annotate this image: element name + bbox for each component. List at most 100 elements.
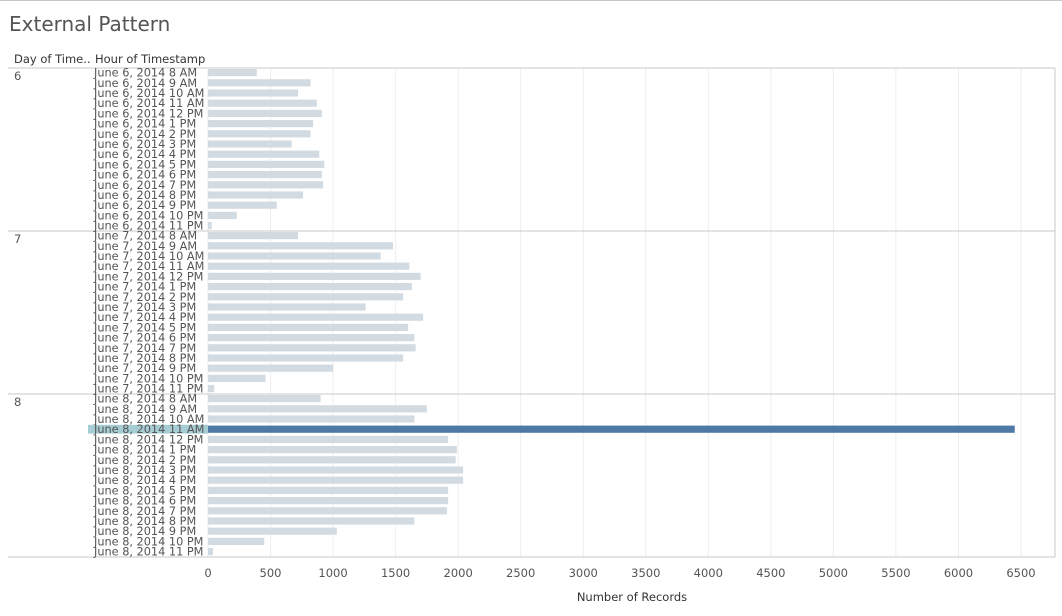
row-label[interactable]: June 8, 2014 5 PM <box>93 484 196 497</box>
row-label[interactable]: June 6, 2014 7 PM <box>93 179 196 192</box>
row-label[interactable]: June 7, 2014 11 AM <box>93 260 204 273</box>
bar[interactable] <box>208 476 464 484</box>
row-label[interactable]: June 7, 2014 6 PM <box>93 332 196 345</box>
bar[interactable] <box>208 486 449 494</box>
row-label[interactable]: June 8, 2014 11 AM <box>93 423 204 436</box>
row-label[interactable]: June 8, 2014 8 PM <box>93 515 196 528</box>
bar[interactable] <box>208 354 404 362</box>
bar[interactable] <box>208 191 304 199</box>
bar[interactable] <box>208 466 464 474</box>
row-label[interactable]: June 6, 2014 5 PM <box>93 158 196 171</box>
row-label[interactable]: June 6, 2014 8 PM <box>93 189 196 202</box>
row-label[interactable]: June 8, 2014 1 PM <box>93 444 196 457</box>
row-label[interactable]: June 6, 2014 4 PM <box>93 148 196 161</box>
row-label[interactable]: June 7, 2014 10 AM <box>93 250 204 263</box>
bar[interactable] <box>208 313 424 321</box>
bar[interactable] <box>208 456 456 464</box>
bar[interactable] <box>208 79 311 87</box>
row-label[interactable]: June 7, 2014 7 PM <box>93 342 196 355</box>
bar[interactable] <box>208 344 416 352</box>
bar[interactable] <box>208 283 412 291</box>
row-label[interactable]: June 8, 2014 9 AM <box>93 403 197 416</box>
bar[interactable] <box>208 171 322 179</box>
bar-highlighted[interactable] <box>208 425 1015 433</box>
bar[interactable] <box>208 99 317 107</box>
bar[interactable] <box>208 120 314 128</box>
row-label[interactable]: June 7, 2014 10 PM <box>93 372 203 385</box>
bar[interactable] <box>208 109 322 117</box>
bar[interactable] <box>208 69 257 77</box>
row-label[interactable]: June 8, 2014 8 AM <box>93 393 197 406</box>
bar[interactable] <box>208 89 299 97</box>
bar[interactable] <box>208 497 449 505</box>
bar[interactable] <box>208 211 237 219</box>
bar[interactable] <box>208 232 299 240</box>
bar[interactable] <box>208 272 421 280</box>
bar[interactable] <box>208 293 404 301</box>
bar[interactable] <box>208 140 292 148</box>
row-label[interactable]: June 6, 2014 10 AM <box>93 87 204 100</box>
row-label[interactable]: June 6, 2014 11 PM <box>93 220 203 233</box>
row-label[interactable]: June 7, 2014 8 PM <box>93 352 196 365</box>
bar[interactable] <box>208 385 215 393</box>
bar[interactable] <box>208 242 394 250</box>
row-label[interactable]: June 8, 2014 2 PM <box>93 454 196 467</box>
row-label[interactable]: June 8, 2014 10 AM <box>93 413 204 426</box>
row-label[interactable]: June 6, 2014 9 AM <box>93 77 197 90</box>
bar[interactable] <box>208 374 266 382</box>
bar[interactable] <box>208 150 320 158</box>
row-label[interactable]: June 8, 2014 7 PM <box>93 505 196 518</box>
row-label[interactable]: June 8, 2014 3 PM <box>93 464 196 477</box>
row-label[interactable]: June 6, 2014 6 PM <box>93 169 196 182</box>
bar[interactable] <box>208 262 410 270</box>
bar[interactable] <box>208 507 447 515</box>
bar[interactable] <box>208 517 415 525</box>
row-label[interactable]: June 6, 2014 12 PM <box>93 107 203 120</box>
row-label[interactable]: June 8, 2014 4 PM <box>93 474 196 487</box>
bar[interactable] <box>208 130 311 138</box>
bar[interactable] <box>208 548 214 556</box>
row-label[interactable]: June 8, 2014 9 PM <box>93 525 196 538</box>
row-label[interactable]: June 7, 2014 4 PM <box>93 311 196 324</box>
bar[interactable] <box>208 537 265 545</box>
bar[interactable] <box>208 252 381 260</box>
row-label[interactable]: June 7, 2014 8 AM <box>93 230 197 243</box>
bar[interactable] <box>208 435 449 443</box>
bar[interactable] <box>208 395 321 403</box>
row-label[interactable]: June 6, 2014 9 PM <box>93 199 196 212</box>
hour-column-header[interactable]: Hour of Timestamp <box>95 52 206 66</box>
row-label[interactable]: June 6, 2014 1 PM <box>93 118 196 131</box>
row-label[interactable]: June 7, 2014 2 PM <box>93 291 196 304</box>
bar[interactable] <box>208 303 366 311</box>
day-label[interactable]: 8 <box>14 395 21 409</box>
row-label[interactable]: June 8, 2014 6 PM <box>93 495 196 508</box>
bar[interactable] <box>208 334 415 342</box>
row-label[interactable]: June 8, 2014 12 PM <box>93 433 203 446</box>
row-label[interactable]: June 6, 2014 2 PM <box>93 128 196 141</box>
day-column-header[interactable]: Day of Time.. <box>14 52 91 66</box>
bar[interactable] <box>208 446 457 454</box>
row-label[interactable]: June 7, 2014 11 PM <box>93 383 203 396</box>
row-label[interactable]: June 6, 2014 10 PM <box>93 209 203 222</box>
bar[interactable] <box>208 160 325 168</box>
row-label[interactable]: June 7, 2014 9 PM <box>93 362 196 375</box>
row-label[interactable]: June 6, 2014 8 AM <box>93 67 197 80</box>
day-label[interactable]: 6 <box>14 69 21 83</box>
bar[interactable] <box>208 527 337 535</box>
row-label[interactable]: June 6, 2014 11 AM <box>93 97 204 110</box>
row-label[interactable]: June 8, 2014 10 PM <box>93 535 203 548</box>
bar[interactable] <box>208 181 324 189</box>
row-label[interactable]: June 7, 2014 9 AM <box>93 240 197 253</box>
bar[interactable] <box>208 405 427 413</box>
bar[interactable] <box>208 323 409 331</box>
bar[interactable] <box>208 222 212 230</box>
row-label[interactable]: June 6, 2014 3 PM <box>93 138 196 151</box>
row-label[interactable]: June 7, 2014 5 PM <box>93 321 196 334</box>
bar[interactable] <box>208 201 277 209</box>
row-label[interactable]: June 7, 2014 12 PM <box>93 270 203 283</box>
row-label[interactable]: June 8, 2014 11 PM <box>93 546 203 559</box>
day-label[interactable]: 7 <box>14 232 21 246</box>
bar[interactable] <box>208 364 334 372</box>
row-label[interactable]: June 7, 2014 1 PM <box>93 281 196 294</box>
bar[interactable] <box>208 415 415 423</box>
